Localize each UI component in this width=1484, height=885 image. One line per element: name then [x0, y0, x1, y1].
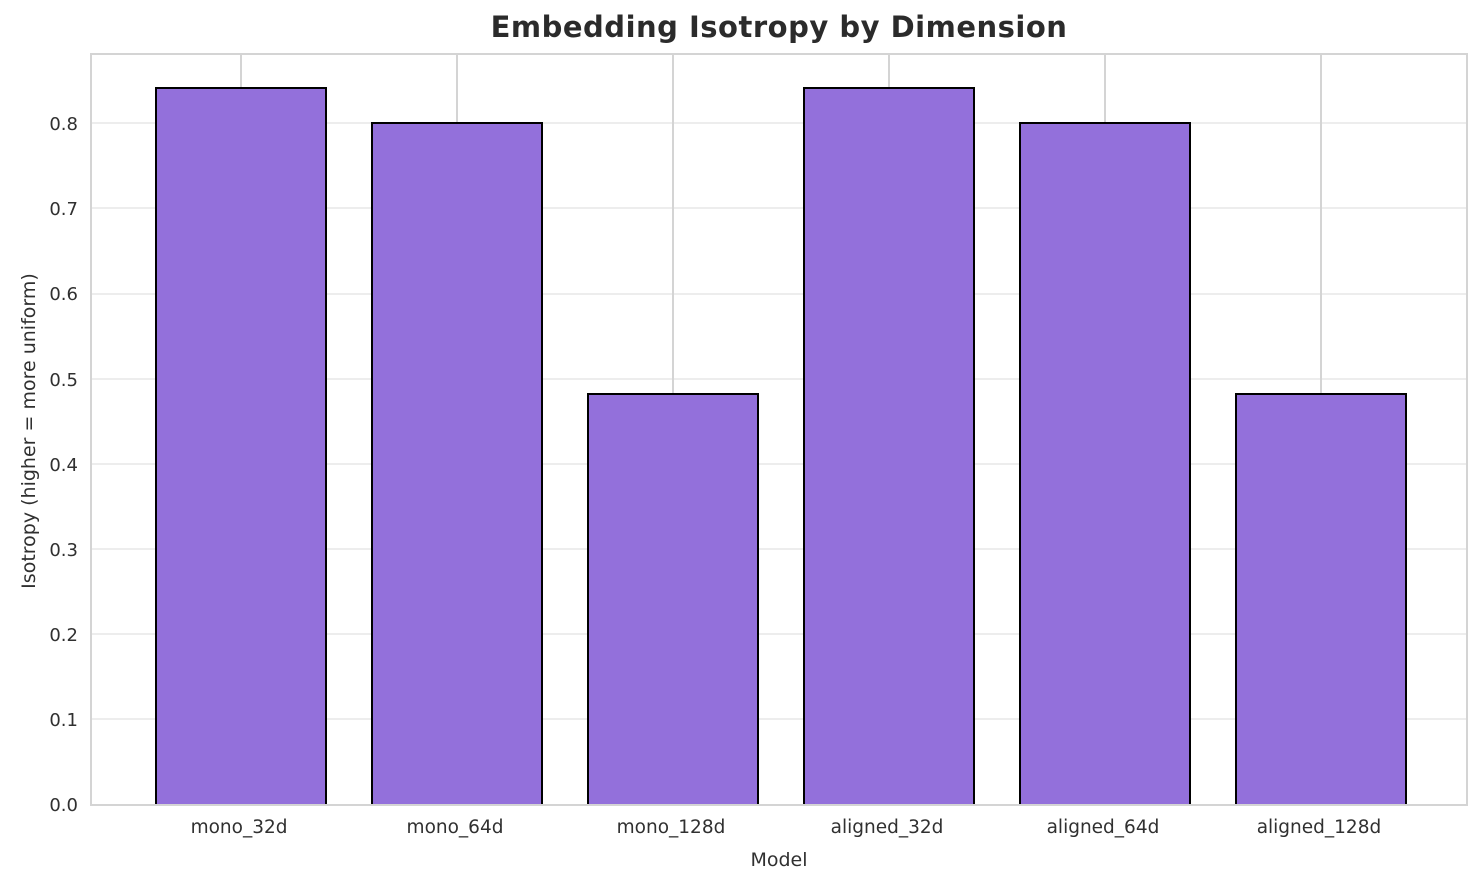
bar-aligned_64d [1018, 121, 1192, 804]
y-tick-label-0.6: 0.6 [49, 284, 78, 306]
bar-aligned_32d [802, 86, 976, 804]
horizontal-gridline [92, 717, 1466, 720]
x-tick-label-aligned_32d: aligned_32d [830, 817, 944, 838]
bar-mono_32d [154, 86, 328, 804]
plot-area [90, 53, 1468, 806]
chart-title: Embedding Isotropy by Dimension [490, 10, 1068, 44]
bar-mono_64d [370, 121, 544, 804]
y-tick-label-0.4: 0.4 [49, 454, 78, 476]
y-tick-label-0.7: 0.7 [49, 199, 78, 221]
y-tick-label-0.2: 0.2 [49, 624, 78, 646]
x-axis-label: Model [750, 849, 808, 871]
y-tick-label-0.8: 0.8 [49, 114, 78, 136]
horizontal-gridline [92, 547, 1466, 550]
y-tick-label-0.3: 0.3 [49, 539, 78, 561]
x-tick-label-mono_64d: mono_64d [406, 817, 504, 838]
bar-aligned_128d [1234, 393, 1408, 804]
horizontal-gridline [92, 122, 1466, 125]
horizontal-gridline [92, 292, 1466, 295]
x-tick-label-mono_32d: mono_32d [190, 817, 288, 838]
y-tick-label-0.0: 0.0 [49, 795, 78, 816]
y-tick-label-0.5: 0.5 [49, 369, 78, 391]
x-tick-label-aligned_64d: aligned_64d [1046, 817, 1160, 838]
horizontal-gridline [92, 632, 1466, 635]
horizontal-gridline [92, 377, 1466, 380]
y-tick-label-0.1: 0.1 [49, 709, 78, 731]
horizontal-gridline [92, 462, 1466, 465]
x-tick-label-aligned_128d: aligned_128d [1256, 817, 1382, 838]
x-tick-label-mono_128d: mono_128d [616, 817, 726, 838]
horizontal-gridline [92, 207, 1466, 210]
bar-mono_128d [586, 393, 760, 804]
